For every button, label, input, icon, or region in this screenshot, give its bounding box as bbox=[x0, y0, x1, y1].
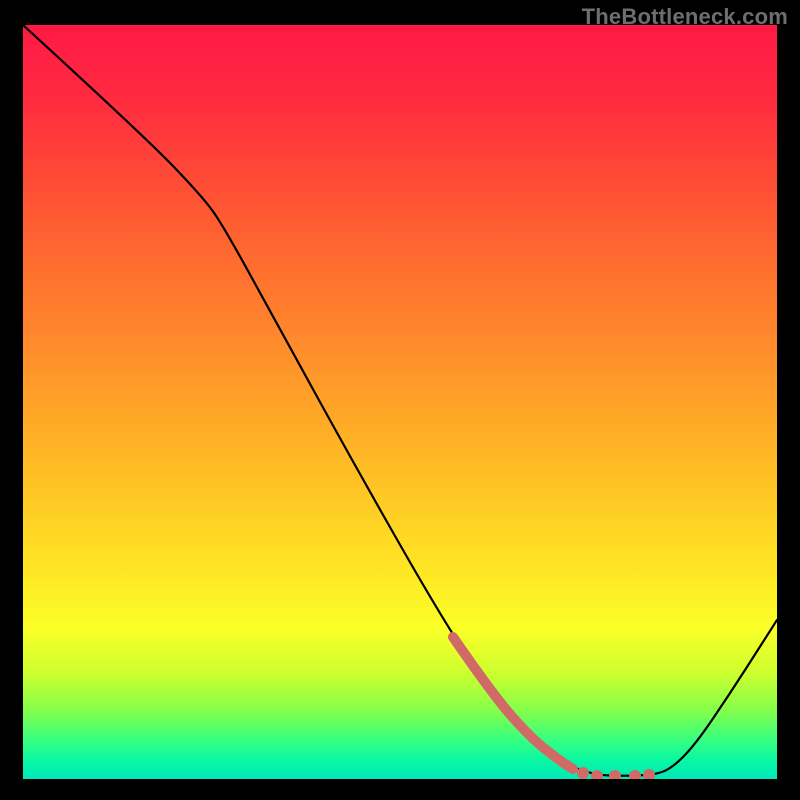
figure-outer: TheBottleneck.com bbox=[0, 0, 800, 800]
plot-svg bbox=[23, 25, 777, 779]
highlight-dot-0 bbox=[577, 767, 589, 779]
plot-area bbox=[23, 25, 777, 779]
chart-background bbox=[23, 25, 777, 779]
